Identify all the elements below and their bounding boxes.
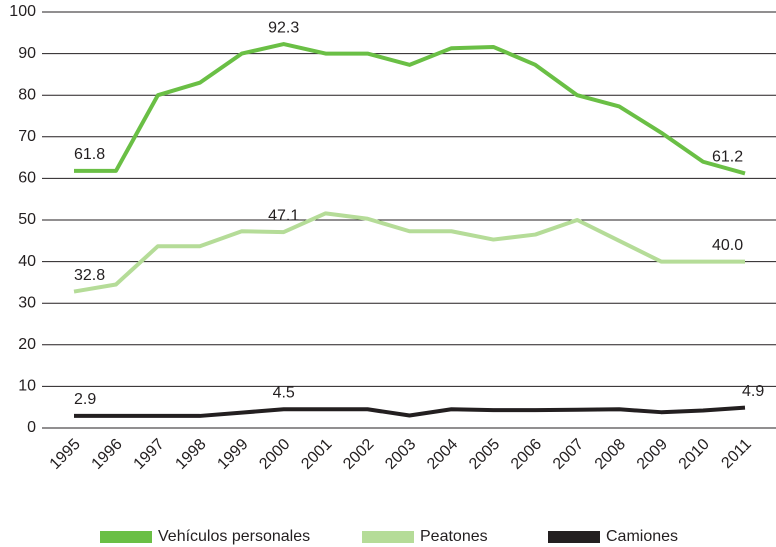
legend-label: Vehículos personales — [158, 528, 310, 545]
x-tick-label: 2007 — [550, 436, 587, 473]
data-label: 32.8 — [74, 267, 105, 284]
series-line — [73, 211, 745, 294]
x-tick-label: 1995 — [47, 436, 84, 473]
x-tick-label: 2002 — [340, 436, 377, 473]
x-tick-label: 2011 — [718, 436, 754, 472]
x-tick-label: 1996 — [89, 436, 126, 473]
data-label: 4.9 — [742, 383, 764, 400]
y-tick-label: 60 — [18, 170, 36, 187]
data-label: 47.1 — [268, 207, 299, 224]
y-tick-label: 0 — [27, 419, 36, 436]
y-tick-label: 50 — [18, 211, 36, 228]
y-tick-label: 40 — [18, 253, 36, 270]
x-tick-label: 2009 — [634, 436, 671, 473]
y-tick-label: 100 — [9, 3, 36, 20]
y-tick-label: 30 — [18, 294, 36, 311]
x-tick-label: 2003 — [382, 436, 419, 473]
x-tick-label: 2010 — [676, 436, 713, 473]
series-line — [74, 405, 746, 418]
legend-label: Peatones — [420, 528, 488, 545]
x-tick-label: 2008 — [592, 436, 629, 473]
x-tick-label: 2006 — [508, 436, 545, 473]
legend-swatch — [100, 531, 152, 543]
data-label: 4.5 — [273, 384, 295, 401]
y-tick-label: 80 — [18, 86, 36, 103]
legend-swatch — [362, 531, 414, 543]
data-label: 92.3 — [268, 19, 299, 36]
data-label: 61.8 — [74, 146, 105, 163]
y-tick-label: 20 — [18, 336, 36, 353]
x-tick-label: 2005 — [466, 436, 503, 473]
x-tick-label: 2004 — [424, 436, 461, 473]
x-tick-label: 2000 — [256, 436, 293, 473]
y-tick-label: 70 — [18, 128, 36, 145]
data-label: 40.0 — [712, 237, 743, 254]
series-line — [74, 42, 746, 176]
data-label: 2.9 — [74, 391, 96, 408]
x-tick-label: 1999 — [214, 436, 251, 473]
legend-label: Camiones — [606, 528, 678, 545]
x-tick-label: 2001 — [298, 436, 335, 473]
x-tick-label: 1998 — [172, 436, 209, 473]
y-tick-label: 10 — [18, 378, 36, 395]
data-label: 61.2 — [712, 149, 743, 166]
legend-swatch — [548, 531, 600, 543]
x-tick-label: 1997 — [130, 436, 167, 473]
y-tick-label: 90 — [18, 45, 36, 62]
